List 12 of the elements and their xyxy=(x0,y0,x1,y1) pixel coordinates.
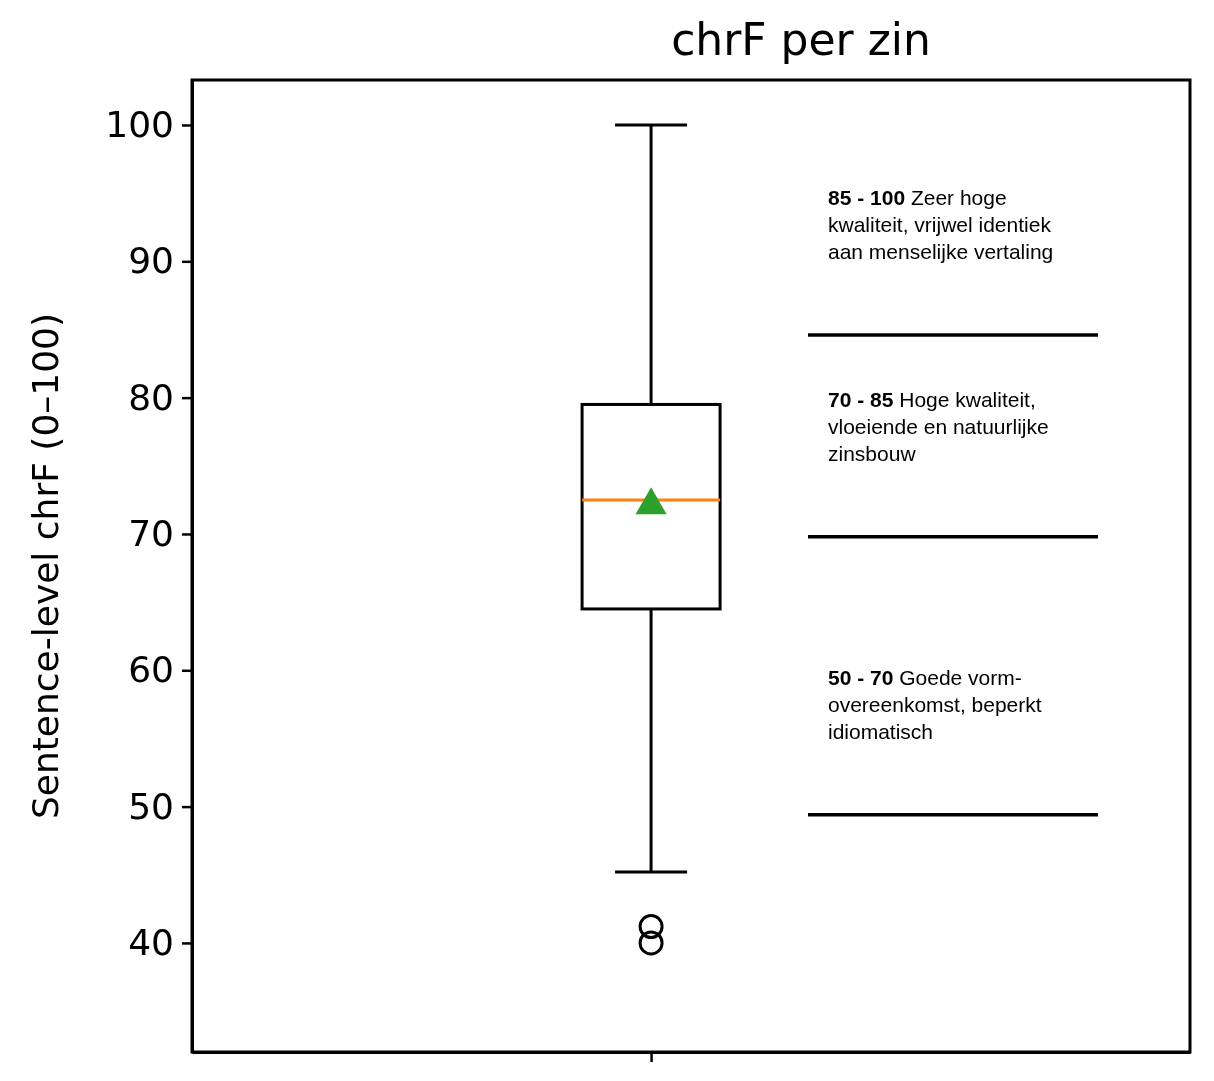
y-tick-label: 50 xyxy=(128,785,174,827)
y-tick-label: 60 xyxy=(128,649,174,691)
y-tick-label: 90 xyxy=(128,240,174,282)
annotation: 70 - 85 Hoge kwaliteit, vloeiende en natuurlijke zinsbouw xyxy=(828,387,1049,465)
y-tick-label: 40 xyxy=(128,921,174,963)
chart-title: chrF per zin xyxy=(671,14,931,65)
y-tick-label: 70 xyxy=(128,512,174,554)
y-axis-title: Sentence-level chrF (0–100) xyxy=(25,312,66,820)
y-tick-label: 100 xyxy=(105,104,174,146)
annotation: 85 - 100 Zeer hoge kwaliteit, vrijwel identiek aan menselijke vertaling xyxy=(828,185,1054,263)
annotation: 50 - 70 Goede vorm-overeenkomst, beperkt idiomatisch xyxy=(828,665,1042,743)
y-tick-label: 80 xyxy=(128,376,174,418)
